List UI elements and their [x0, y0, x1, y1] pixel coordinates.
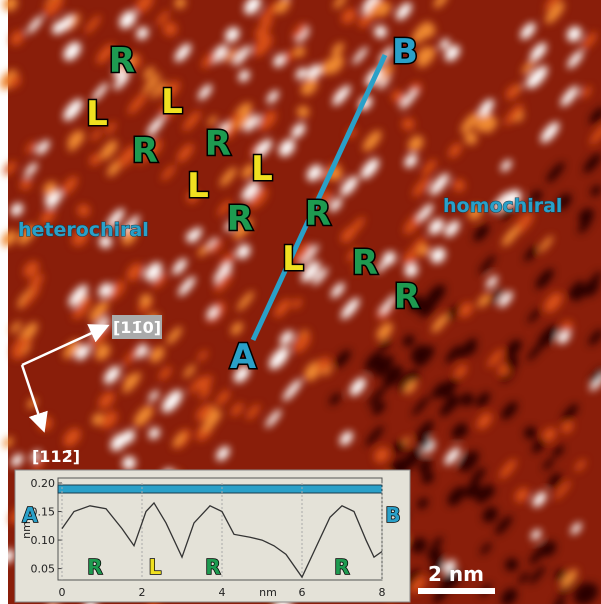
chirality-label: R — [305, 194, 331, 234]
direction-label: [112̄] — [32, 447, 80, 466]
chirality-label: L — [161, 82, 183, 122]
chirality-label: R — [109, 41, 135, 81]
chirality-label: R — [205, 124, 231, 164]
y-tick-label: 0.05 — [31, 563, 56, 576]
x-tick-label: 8 — [379, 586, 386, 599]
chirality-label: L — [251, 149, 273, 189]
scale-bar — [418, 588, 495, 594]
profile-label: R — [205, 555, 220, 579]
x-tick-label: 6 — [299, 586, 306, 599]
profile-label: L — [149, 555, 162, 579]
chirality-label: R — [394, 277, 420, 317]
y-tick-label: 0.20 — [31, 477, 56, 490]
figure: [11̄0] [112̄] heterochiral homochiral A … — [0, 0, 601, 604]
x-tick-label: 4 — [219, 586, 226, 599]
profile-label: B — [385, 503, 400, 527]
chirality-label: L — [187, 166, 209, 206]
y-tick-label: 0.10 — [31, 534, 56, 547]
profile-label: R — [87, 555, 102, 579]
point-label: A — [230, 337, 257, 377]
scale-label: 2 nm — [428, 562, 484, 586]
region-label: heterochiral — [18, 219, 149, 241]
profile-label: R — [334, 555, 349, 579]
scan-bar — [58, 485, 382, 493]
direction-label: [11̄0] — [113, 318, 161, 337]
x-tick-label: 2 — [139, 586, 146, 599]
chirality-label: R — [227, 199, 253, 239]
chirality-label: R — [352, 243, 378, 283]
region-label: homochiral — [443, 195, 562, 217]
point-label: B — [392, 32, 418, 72]
chirality-label: L — [86, 94, 108, 134]
chirality-label: L — [282, 239, 304, 279]
chirality-label: R — [132, 131, 158, 171]
profile-label: A — [22, 503, 38, 527]
x-axis-label: nm — [259, 586, 277, 599]
x-tick-label: 0 — [59, 586, 66, 599]
